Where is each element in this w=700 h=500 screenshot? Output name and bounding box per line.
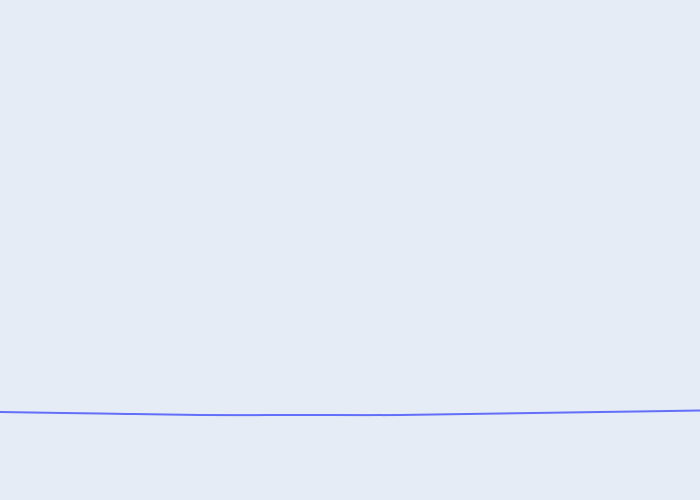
series-line-0 <box>0 409 700 417</box>
series-layer <box>0 409 700 417</box>
